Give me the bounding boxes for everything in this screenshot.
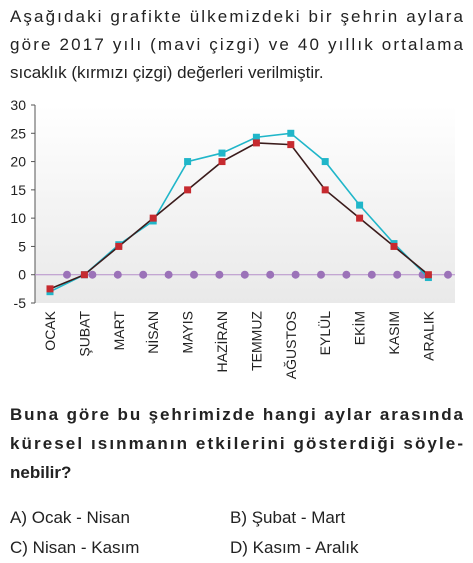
zero-dot [291,270,300,279]
point [184,186,192,194]
point [321,158,329,166]
x-tick-label: ARALIK [420,310,436,360]
zero-dot [113,270,122,279]
point [356,201,364,209]
x-tick-label: NİSAN [144,311,161,354]
point [321,186,329,194]
y-tick-label: 15 [10,182,26,198]
zero-dot [88,270,97,279]
zero-dot [266,270,275,279]
series-line [49,142,429,290]
point [80,271,88,279]
x-tick-label: MART [111,311,127,351]
zero-dot [342,270,351,279]
point [390,242,398,250]
point [149,214,157,222]
zero-dot [164,270,173,279]
x-tick-label: MAYIS [180,311,196,354]
zero-dot [139,270,148,279]
zero-dot [190,270,198,279]
point [356,214,364,222]
option[interactable]: D) Kasım - Aralık [230,538,359,557]
x-tick-label: AĞUSTOS [283,311,299,379]
zero-dot [317,270,325,279]
chart: -5 0 5 10 15 20 25 30 OCAK ŞUBAT MART NİSAN MAYIS HAZ… [10,97,455,379]
x-tick-label: KASIM [386,311,402,355]
y-tick-label: 0 [18,267,26,283]
point [46,285,54,293]
point [115,242,123,250]
x-tick-label: HAZİRAN [213,311,230,372]
point [252,139,260,147]
zero-dot [393,270,402,279]
y-tick-label: 10 [10,210,26,226]
question-line: nebilir? [10,463,71,482]
intro-line: göre 2017 yılı (mavi çizgi) ve 40 yıllık… [10,35,464,54]
question-line: Buna göre bu şehrimizde hangi aylar aras… [10,405,464,424]
zero-dot [444,270,452,279]
y-tick-label: 25 [10,125,26,141]
intro-line: sıcaklık (kırmızı çizgi) değerleri veril… [10,63,324,82]
point [424,271,432,279]
zero-dot [215,270,224,279]
intro-line: Aşağıdaki grafikte ülkemizdeki bir şehri… [10,7,464,26]
option[interactable]: B) Şubat - Mart [230,508,346,527]
option[interactable]: A) Ocak - Nisan [10,508,130,527]
x-tick-label: TEMMUZ [248,311,264,371]
question-line: küresel ısınmanın etkilerini gösterdiği … [10,434,463,453]
x-tick-label: EYLÜL [316,311,333,356]
x-tick-label: OCAK [42,310,58,350]
x-tick-label: ŞUBAT [76,311,92,357]
zero-dot [367,270,376,279]
y-tick-label: 5 [18,238,26,254]
y-tick-label: 20 [10,154,26,170]
zero-dot [240,270,249,279]
y-tick-label: -5 [14,295,27,311]
point [287,129,295,137]
plot-area [35,105,455,303]
zero-dot [63,270,71,279]
point [184,158,192,166]
x-tick-label: EKİM [351,311,368,345]
point [287,141,295,149]
y-tick-label: 30 [10,97,26,113]
point [252,133,260,141]
point [218,158,226,166]
point [218,149,226,157]
series-line [49,132,429,293]
option[interactable]: C) Nisan - Kasım [10,538,139,557]
